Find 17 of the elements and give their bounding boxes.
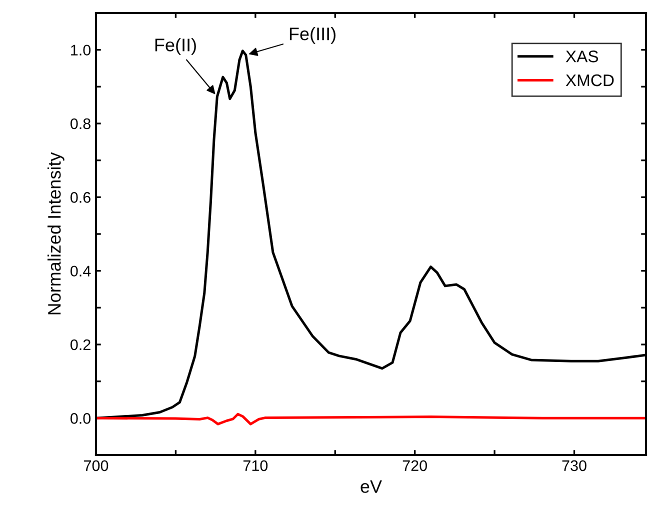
- y-tick-label: 0.8: [70, 118, 90, 130]
- x-axis-title: eV: [360, 480, 382, 493]
- y-tick-label: 0.0: [70, 413, 91, 424]
- line-series: [96, 412, 646, 426]
- y-tick-label: 1.0: [71, 44, 91, 56]
- annotation: Fe(II): [155, 38, 196, 55]
- y-tick-label: 0.4: [70, 266, 91, 277]
- x-tick-label: 700: [84, 460, 108, 472]
- legend-label: XMCD: [566, 74, 614, 86]
- x-tick-label: 730: [562, 460, 586, 472]
- y-tick-label: 0.2: [70, 339, 90, 350]
- annotation: Fe(III): [290, 27, 336, 44]
- x-tick-label: 710: [243, 460, 268, 472]
- y-axis-title: Normalized Intensity: [48, 152, 64, 314]
- legend-label: XAS: [566, 50, 598, 62]
- y-tick-label: 0.6: [70, 192, 90, 203]
- x-tick-label: 720: [402, 460, 427, 472]
